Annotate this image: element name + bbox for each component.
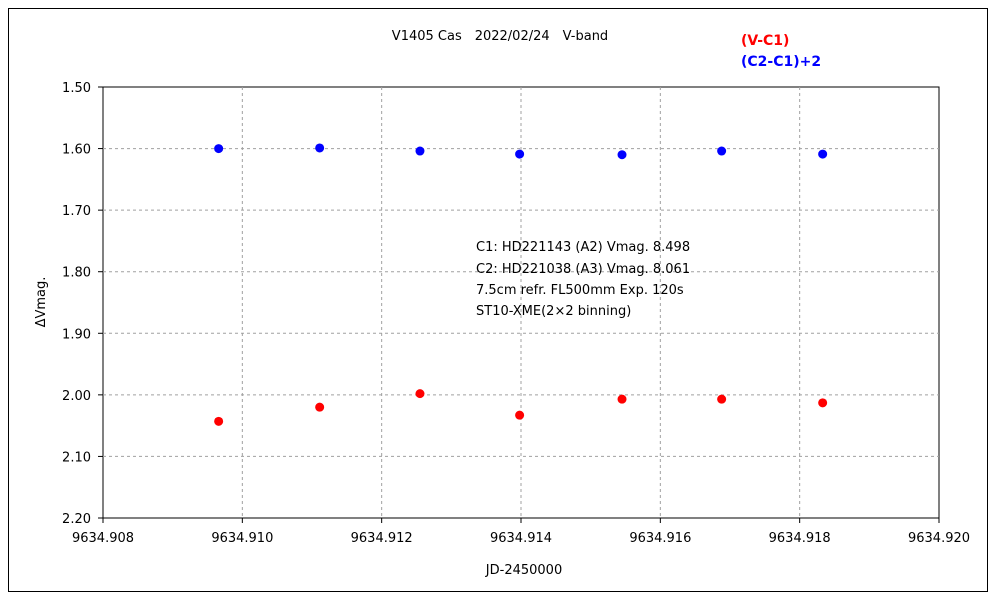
chart-title: V1405 Cas 2022/02/24 V-band bbox=[392, 29, 608, 44]
v-c1-data-point bbox=[214, 416, 224, 426]
y-tick-label: 1.80 bbox=[62, 266, 91, 281]
x-axis-label: JD-2450000 bbox=[485, 563, 562, 578]
y-tick-label: 1.50 bbox=[62, 81, 91, 96]
x-tick-label: 9634.912 bbox=[351, 531, 413, 546]
y-tick-label: 2.00 bbox=[62, 389, 91, 404]
v-c1-data-point bbox=[717, 394, 727, 404]
legend-entry-c2-c1: (C2-C1)+2 bbox=[741, 54, 821, 70]
data-points bbox=[214, 143, 828, 426]
annotation-line-4: ST10-XME(2×2 binning) bbox=[476, 304, 631, 319]
grid-lines bbox=[103, 87, 939, 518]
plot-area bbox=[102, 86, 940, 519]
y-tick-label: 2.10 bbox=[62, 450, 91, 465]
x-tick-label: 9634.920 bbox=[908, 531, 970, 546]
c2-c1-data-point bbox=[818, 149, 828, 159]
y-axis-ticks: 1.50 1.60 1.70 1.80 1.90 2.00 2.10 2.20 bbox=[62, 81, 103, 527]
annotation-line-2: C2: HD221038 (A3) Vmag. 8.061 bbox=[476, 262, 690, 277]
x-axis-ticks: 9634.908 9634.910 9634.912 9634.914 9634.916… bbox=[72, 518, 970, 546]
c2-c1-data-point bbox=[214, 144, 224, 154]
y-tick-label: 2.20 bbox=[62, 512, 91, 527]
x-tick-label: 9634.910 bbox=[211, 531, 273, 546]
x-tick-label: 9634.916 bbox=[629, 531, 691, 546]
v-c1-data-point bbox=[818, 398, 828, 408]
legend-entry-v-c1: (V-C1) bbox=[741, 33, 789, 49]
y-axis-label: ΔVmag. bbox=[34, 277, 49, 328]
y-tick-label: 1.60 bbox=[62, 143, 91, 158]
annotation-line-1: C1: HD221143 (A2) Vmag. 8.498 bbox=[476, 240, 690, 255]
c2-c1-data-point bbox=[617, 150, 627, 160]
x-tick-label: 9634.914 bbox=[490, 531, 552, 546]
x-tick-label: 9634.908 bbox=[72, 531, 134, 546]
x-tick-label: 9634.918 bbox=[769, 531, 831, 546]
v-c1-data-point bbox=[415, 389, 425, 399]
y-tick-label: 1.70 bbox=[62, 204, 91, 219]
annotation-line-3: 7.5cm refr. FL500mm Exp. 120s bbox=[476, 283, 684, 298]
v-c1-data-point bbox=[617, 394, 627, 404]
v-c1-data-point bbox=[515, 410, 525, 420]
c2-c1-data-point bbox=[515, 149, 525, 159]
v-c1-data-point bbox=[315, 402, 325, 412]
c2-c1-data-point bbox=[717, 146, 727, 156]
y-tick-label: 1.90 bbox=[62, 327, 91, 342]
c2-c1-data-point bbox=[315, 143, 325, 153]
c2-c1-data-point bbox=[415, 146, 425, 156]
